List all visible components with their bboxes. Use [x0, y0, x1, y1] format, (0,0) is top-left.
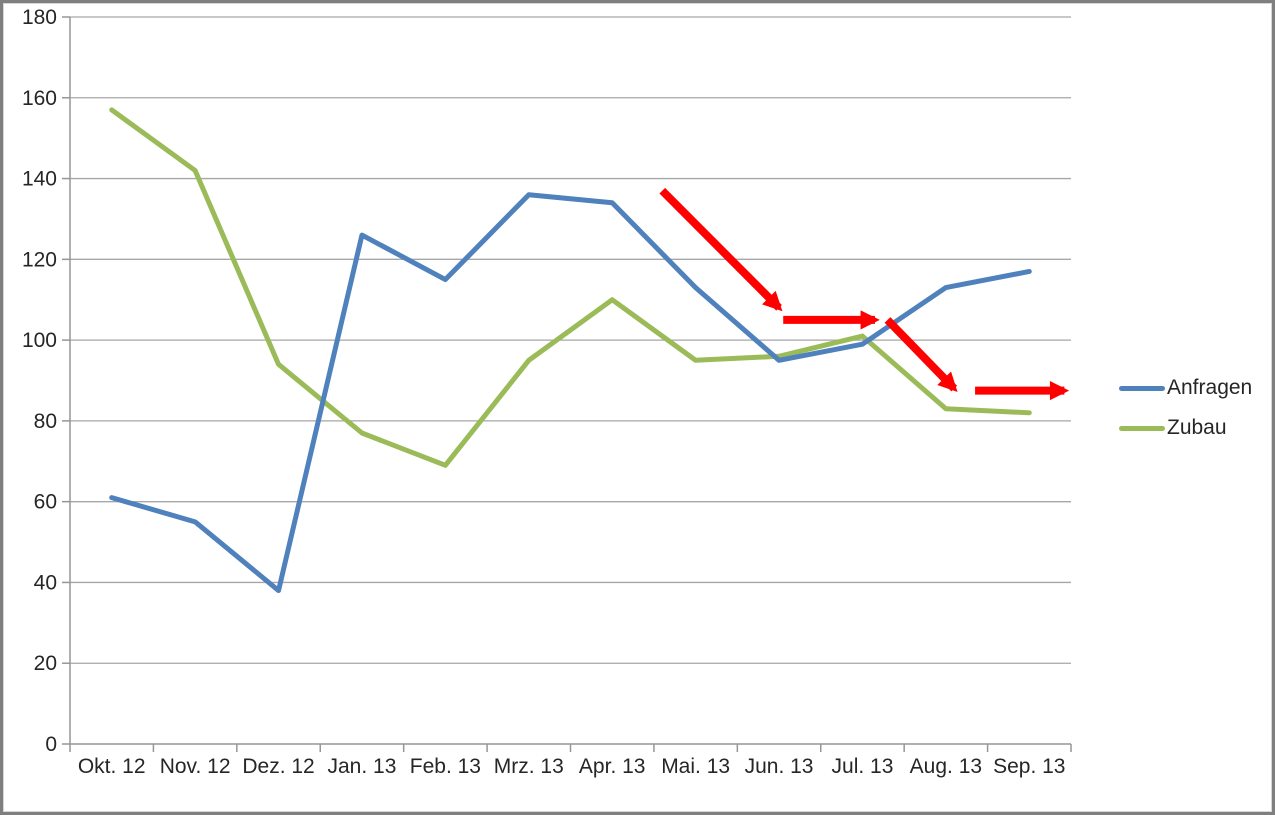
y-axis-label: 160	[22, 87, 57, 110]
trend-arrow	[884, 317, 958, 393]
x-axis-label: Mrz. 13	[494, 755, 564, 778]
legend-item-anfragen: Anfragen	[1119, 374, 1252, 402]
legend-label-anfragen: Anfragen	[1167, 376, 1253, 399]
zubau-line-swatch	[1119, 425, 1165, 431]
series-line-zubau	[109, 107, 1032, 468]
x-axis-label: Sep. 13	[993, 755, 1065, 778]
y-axis-label: 80	[34, 410, 57, 433]
trend-line-chart: 0 20 40 60 80 100 120 140 160 180 Okt. 12 Nov. 12 De…	[22, 6, 1072, 778]
series-line-anfragen	[109, 192, 1032, 594]
x-axis-label: Jul. 13	[832, 755, 894, 778]
legend-item-zubau: Zubau	[1119, 414, 1252, 442]
x-axis-label: Apr. 13	[579, 755, 646, 778]
anfragen-line-swatch	[1119, 385, 1165, 391]
legend: Anfragen Zubau	[1119, 374, 1252, 454]
y-axis-label: 40	[34, 571, 57, 594]
x-axis-label: Nov. 12	[160, 755, 231, 778]
x-axis-label: Okt. 12	[78, 755, 146, 778]
y-axis-label: 180	[22, 6, 57, 29]
x-axis-label: Aug. 13	[910, 755, 982, 778]
x-axis-label: Mai. 13	[661, 755, 730, 778]
legend-label-zubau: Zubau	[1167, 416, 1227, 439]
y-axis-label: 20	[34, 652, 57, 675]
y-axis-label: 100	[22, 329, 57, 352]
x-axis-label: Jun. 13	[745, 755, 814, 778]
y-axis-label: 120	[22, 248, 57, 271]
y-axis-label: 60	[34, 491, 57, 514]
x-axis-label: Feb. 13	[410, 755, 481, 778]
x-axis-label: Jan. 13	[328, 755, 397, 778]
trend-arrow	[659, 187, 783, 312]
y-axis-label: 0	[45, 733, 57, 756]
y-axis-label: 140	[22, 168, 57, 191]
x-axis-label: Dez. 12	[242, 755, 314, 778]
